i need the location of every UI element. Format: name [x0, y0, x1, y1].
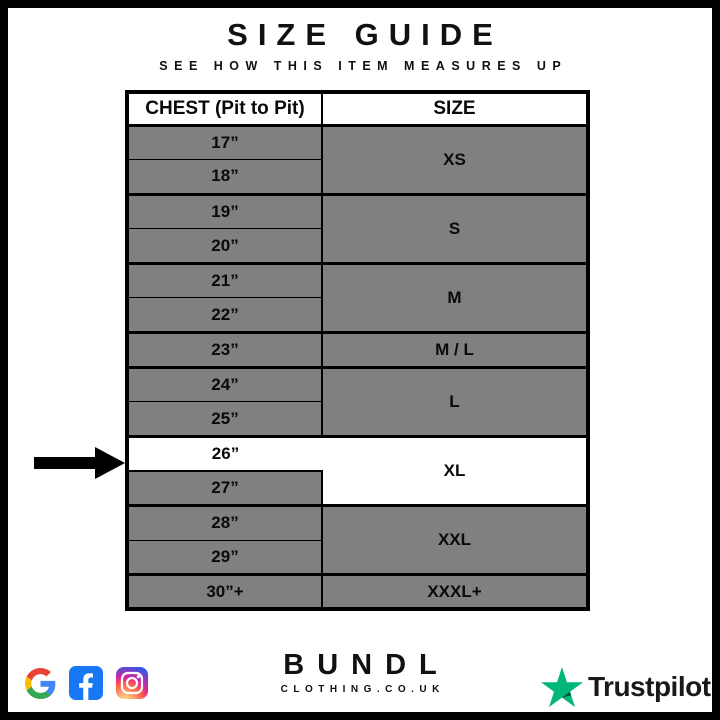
trustpilot-star-icon — [541, 667, 583, 707]
chest-cell: 20” — [126, 228, 323, 264]
chest-cell: 23” — [126, 331, 323, 368]
table-row: 28” XXL — [126, 504, 589, 576]
chest-cell: 25” — [126, 401, 323, 437]
brand-name: BUNDL — [283, 649, 450, 681]
chest-cell: 19” — [126, 192, 323, 230]
size-cell: M / L — [321, 331, 589, 368]
column-header-size: SIZE — [321, 91, 589, 127]
size-cell: M — [321, 261, 589, 334]
chest-cell: 29” — [126, 539, 323, 576]
highlight-arrow-icon — [34, 447, 125, 479]
table-row: 18” — [126, 159, 588, 195]
table-row: 29” — [126, 539, 588, 576]
chest-cell: 26” — [126, 434, 322, 472]
social-icons — [25, 665, 148, 701]
google-icon — [25, 667, 56, 699]
column-header-chest: CHEST (Pit to Pit) — [126, 91, 323, 127]
size-table: CHEST (Pit to Pit) SIZE 17” XS 18” 19” S 20” 2… — [125, 90, 590, 612]
table-row: 30”+ XXXL+ — [126, 573, 589, 610]
trustpilot-logo: Trustpilot — [541, 663, 711, 711]
table-row: 26” XL — [126, 434, 589, 507]
brand-logo: BUNDL CLOTHING.CO.UK — [8, 649, 712, 696]
size-cell: S — [321, 192, 589, 264]
chest-cell: 30”+ — [126, 573, 323, 610]
chest-cell: 22” — [126, 297, 323, 334]
table-row: 24” L — [126, 365, 589, 437]
size-cell: L — [321, 365, 589, 437]
instagram-icon — [116, 667, 148, 699]
table-row: 19” S — [126, 192, 589, 264]
size-cell: XXL — [321, 504, 589, 576]
size-table-body: 17” XS 18” 19” S 20” 21” M 22” 23” M / L 24” L 25” 26”… — [126, 123, 589, 610]
size-cell: XS — [321, 123, 589, 195]
table-row: 27” — [126, 470, 588, 507]
chest-cell: 18” — [126, 159, 323, 195]
table-row: 25” — [126, 401, 588, 437]
brand-domain: CLOTHING.CO.UK — [280, 684, 445, 696]
chest-cell: 21” — [126, 261, 323, 299]
trustpilot-label: Trustpilot — [588, 671, 711, 702]
chest-cell: 17” — [126, 123, 323, 161]
page-subtitle: SEE HOW THIS ITEM MEASURES UP — [159, 59, 568, 73]
table-header-row: CHEST (Pit to Pit) SIZE — [126, 91, 589, 127]
size-cell: XXXL+ — [321, 573, 589, 610]
table-row: 23” M / L — [126, 331, 589, 368]
size-cell: XL — [322, 434, 589, 507]
table-row: 20” — [126, 228, 588, 264]
chest-cell: 28” — [126, 504, 323, 541]
table-row: 21” M — [126, 261, 589, 334]
chest-cell: 24” — [126, 365, 323, 403]
chest-cell: 27” — [126, 470, 323, 507]
facebook-icon — [69, 666, 103, 700]
table-row: 17” XS — [126, 123, 589, 195]
page-title: SIZE GUIDE — [227, 17, 503, 52]
